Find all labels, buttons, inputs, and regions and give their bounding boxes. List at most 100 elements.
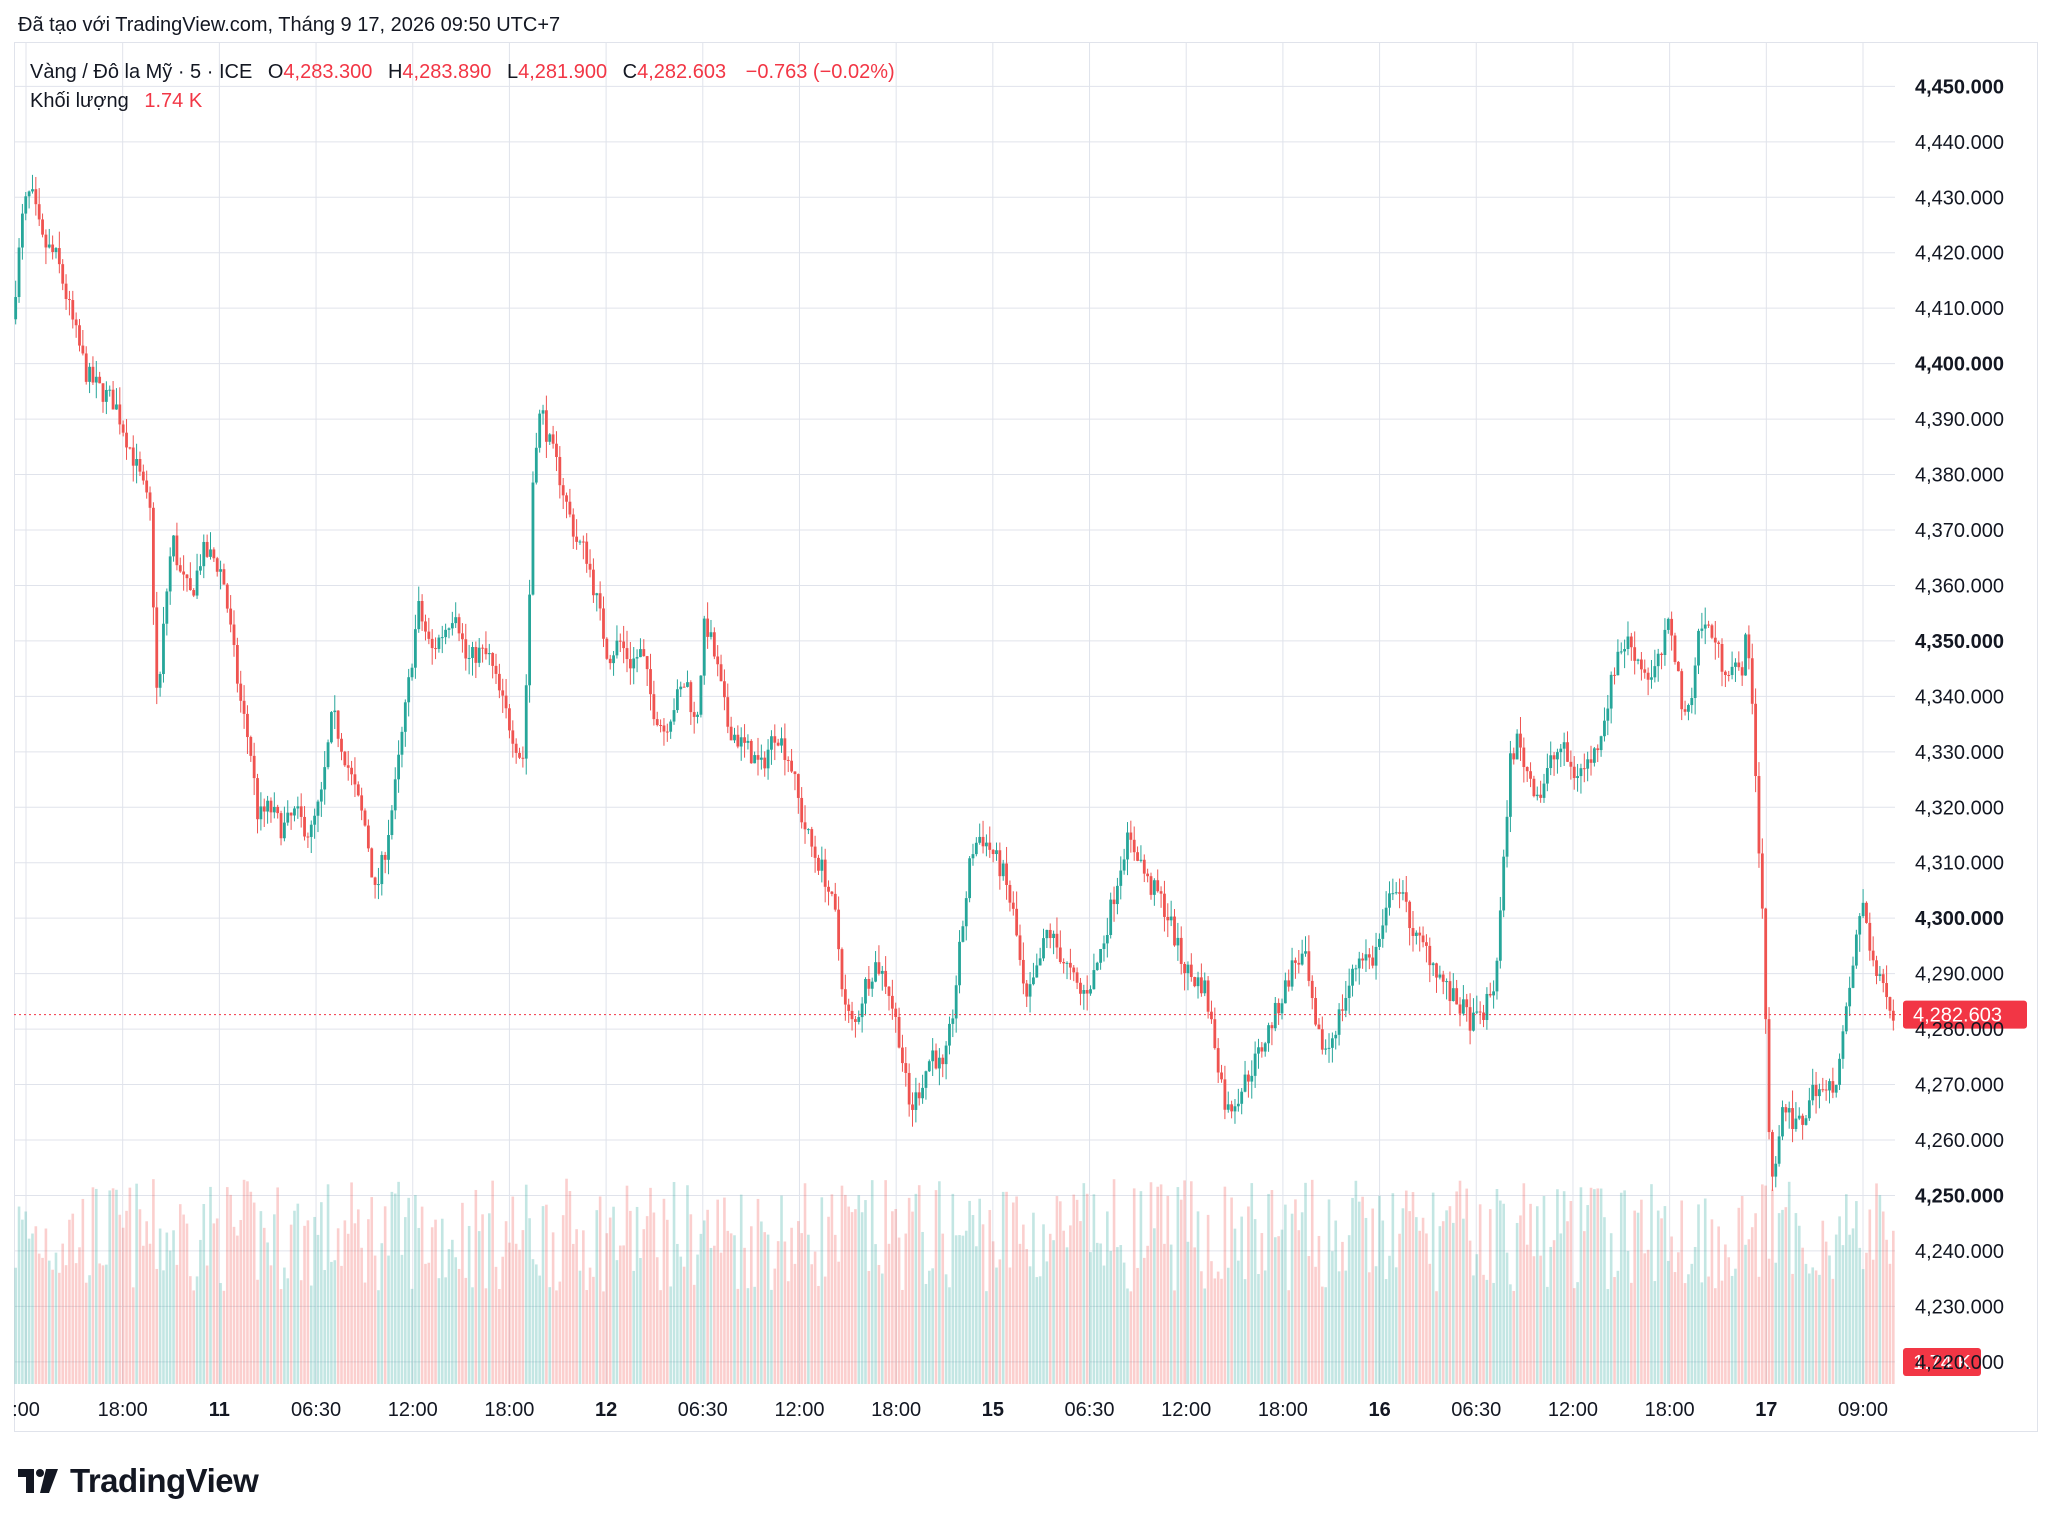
candle-body[interactable] (1730, 666, 1734, 675)
candle-body[interactable] (138, 459, 142, 472)
candle-body[interactable] (1811, 1084, 1815, 1101)
candle-body[interactable] (366, 825, 370, 849)
candle-body[interactable] (565, 495, 568, 502)
candle-body[interactable] (1408, 901, 1412, 929)
candle-body[interactable] (1055, 933, 1059, 948)
candle-body[interactable] (155, 607, 159, 688)
candle-body[interactable] (1660, 653, 1663, 656)
candle-body[interactable] (27, 191, 31, 197)
candle-body[interactable] (1888, 997, 1892, 1011)
candle-body[interactable] (971, 854, 975, 859)
candle-body[interactable] (1129, 832, 1133, 840)
candle-body[interactable] (1183, 963, 1186, 974)
candle-body[interactable] (793, 771, 797, 775)
candle-body[interactable] (1126, 832, 1129, 860)
candle-body[interactable] (1801, 1115, 1805, 1125)
candle-body[interactable] (1858, 916, 1862, 935)
candle-body[interactable] (1770, 1132, 1774, 1177)
candle-body[interactable] (172, 535, 175, 557)
candle-body[interactable] (1102, 943, 1106, 949)
candle-body[interactable] (1592, 748, 1596, 763)
candle-body[interactable] (24, 196, 28, 214)
candle-body[interactable] (585, 541, 589, 564)
candle-body[interactable] (1290, 960, 1294, 987)
candle-body[interactable] (1636, 659, 1640, 661)
candle-body[interactable] (1425, 942, 1428, 946)
candle-body[interactable] (387, 835, 390, 860)
candle-body[interactable] (544, 410, 548, 442)
candle-body[interactable] (830, 891, 834, 894)
candle-body[interactable] (534, 447, 538, 483)
candle-body[interactable] (790, 760, 793, 772)
candle-body[interactable] (407, 677, 411, 703)
candle-body[interactable] (1226, 1104, 1230, 1110)
candle-body[interactable] (1304, 951, 1307, 954)
candle-body[interactable] (390, 810, 394, 836)
candle-body[interactable] (1854, 934, 1858, 966)
candle-body[interactable] (1300, 953, 1304, 965)
candle-body[interactable] (1693, 665, 1697, 698)
candle-body[interactable] (884, 970, 888, 987)
candle-body[interactable] (850, 1010, 854, 1020)
candle-body[interactable] (1814, 1084, 1818, 1097)
candle-body[interactable] (581, 541, 585, 543)
candle-body[interactable] (1058, 947, 1062, 962)
candle-body[interactable] (887, 986, 891, 996)
candle-body[interactable] (1707, 624, 1710, 626)
candle-body[interactable] (1807, 1100, 1811, 1119)
candle-body[interactable] (743, 737, 746, 743)
candle-body[interactable] (897, 1016, 901, 1048)
candle-body[interactable] (1525, 767, 1529, 772)
candle-body[interactable] (219, 569, 222, 572)
candle-body[interactable] (914, 1092, 918, 1110)
candle-body[interactable] (279, 813, 283, 839)
candle-body[interactable] (440, 637, 444, 639)
candle-body[interactable] (1283, 980, 1287, 1004)
candle-body[interactable] (1374, 946, 1378, 966)
candle-body[interactable] (1337, 1009, 1341, 1035)
candle-body[interactable] (568, 501, 572, 515)
candle-body[interactable] (1152, 880, 1156, 895)
candle-body[interactable] (1774, 1163, 1778, 1177)
candle-body[interactable] (733, 734, 736, 741)
candle-body[interactable] (239, 683, 243, 701)
candle-body[interactable] (1065, 962, 1069, 964)
candle-body[interactable] (571, 514, 575, 537)
candle-body[interactable] (988, 842, 992, 850)
price-candles[interactable] (14, 174, 1895, 1191)
candle-body[interactable] (410, 667, 414, 678)
candle-body[interactable] (293, 808, 296, 816)
candle-body[interactable] (1173, 916, 1176, 946)
candle-body[interactable] (548, 434, 552, 442)
candle-body[interactable] (1512, 753, 1516, 760)
candle-body[interactable] (1844, 1006, 1848, 1032)
candle-body[interactable] (306, 836, 310, 838)
candle-body[interactable] (1032, 977, 1035, 985)
candle-body[interactable] (1885, 983, 1889, 998)
candle-body[interactable] (222, 569, 226, 585)
candle-body[interactable] (1750, 658, 1754, 704)
candle-body[interactable] (1250, 1075, 1254, 1082)
candle-body[interactable] (1791, 1108, 1794, 1130)
candle-body[interactable] (1048, 929, 1052, 939)
candle-body[interactable] (1828, 1081, 1831, 1091)
candle-body[interactable] (796, 774, 800, 798)
candle-body[interactable] (1015, 908, 1019, 936)
candle-body[interactable] (242, 700, 246, 714)
candle-body[interactable] (739, 737, 743, 747)
candle-body[interactable] (504, 695, 508, 709)
candle-body[interactable] (964, 898, 968, 927)
candle-body[interactable] (229, 608, 233, 625)
candle-body[interactable] (655, 719, 659, 726)
candle-body[interactable] (1451, 988, 1455, 1002)
candle-body[interactable] (165, 591, 169, 624)
candle-body[interactable] (474, 647, 478, 663)
candle-body[interactable] (101, 383, 105, 402)
candle-body[interactable] (1851, 965, 1855, 988)
candle-body[interactable] (659, 725, 662, 727)
candle-body[interactable] (1273, 1002, 1277, 1029)
candle-body[interactable] (756, 755, 760, 760)
candle-body[interactable] (1149, 876, 1153, 895)
candle-body[interactable] (1871, 950, 1875, 961)
candle-body[interactable] (501, 690, 505, 696)
